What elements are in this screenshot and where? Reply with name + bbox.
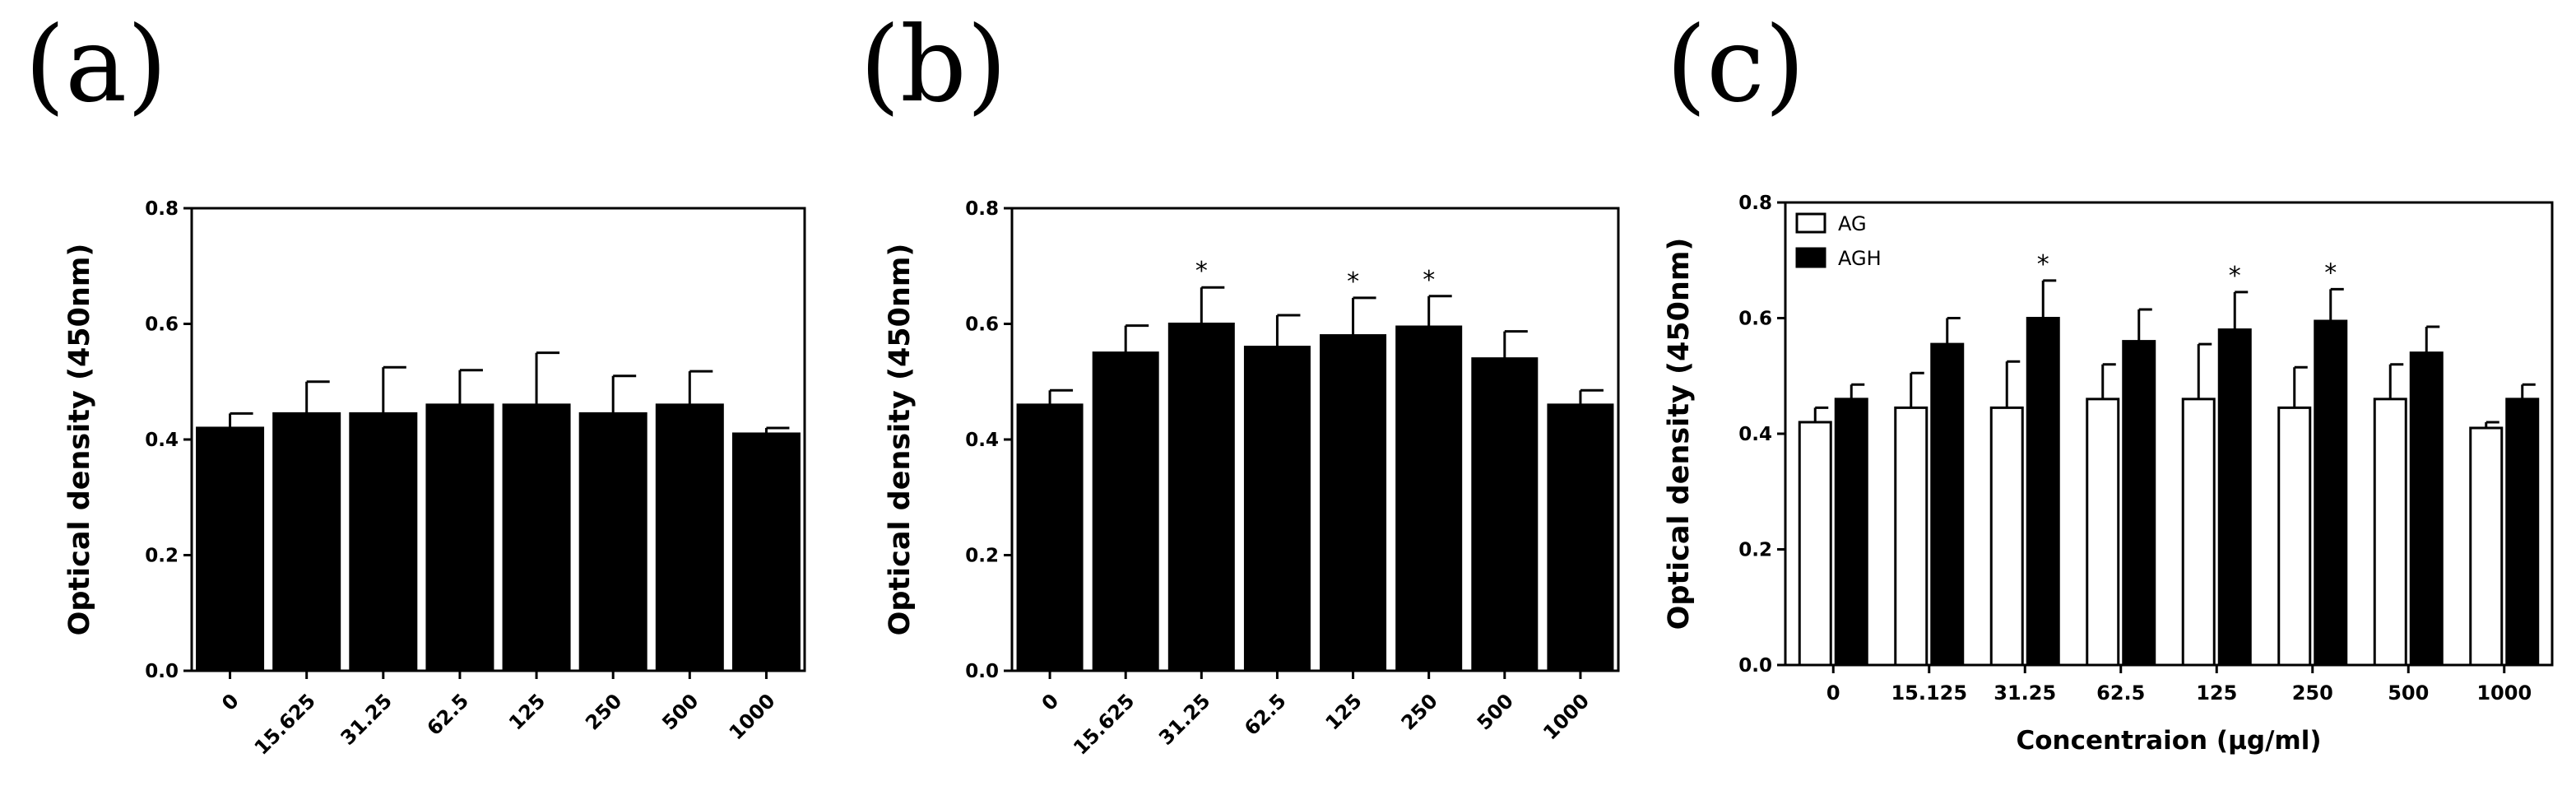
y-tick-label: 0.8 [965,198,999,220]
y-tick-label: 0.6 [965,314,999,336]
y-tick-label: 0.6 [145,314,179,336]
x-tick-label: 31.25 [1993,681,2056,705]
bar [731,432,801,672]
x-tick-label: 0 [1037,689,1064,715]
x-tick-label: 125 [504,689,550,734]
bar [1989,406,2024,667]
x-tick-label: 31.25 [1154,689,1214,749]
legend-swatch-ag [1795,212,1826,234]
bar [1395,325,1463,672]
significance-marker: * [2229,262,2241,291]
bar [502,403,571,672]
bar [2373,398,2407,667]
panel-label: (b) [860,4,1007,125]
x-tick-label: 0 [1826,681,1840,705]
bar [1547,403,1614,672]
y-tick-label: 0.6 [1738,309,1772,330]
y-tick-label: 0.0 [965,661,999,682]
bar [2505,398,2540,667]
y-tick-label: 0.2 [145,546,179,567]
bar [2122,340,2156,667]
x-axis-label: Concentraion (μg/ml) [2017,726,2322,756]
bar [1167,323,1235,672]
bar [1834,398,1868,667]
x-tick-label: 250 [581,689,626,734]
x-tick-label: 1000 [1539,689,1594,744]
bar [1471,357,1539,672]
bar [1320,334,1387,672]
x-tick-label: 125 [2196,681,2237,705]
x-tick-label: 1000 [2476,681,2532,705]
y-tick-label: 0.0 [1738,655,1772,677]
bar [2217,328,2252,667]
significance-marker: * [2037,250,2049,279]
y-axis-label: Optical density (450nm) [884,244,917,636]
bar [349,412,418,672]
x-tick-label: 500 [657,689,703,734]
x-tick-label: 31.25 [337,689,397,749]
x-tick-label: 125 [1321,689,1367,734]
significance-marker: * [1195,257,1208,286]
legend-label-agh: AGH [1838,247,1882,270]
x-tick-label: 15.125 [1891,681,1967,705]
significance-marker: * [2324,258,2337,287]
bar [1894,406,1929,667]
y-tick-label: 0.2 [965,546,999,567]
chart-panel-a: (a) 0.0 0.2 0.4 0.6 0.8 Optical density (450nm… [25,4,806,760]
panel-label: (a) [25,4,167,125]
bar [2409,351,2444,667]
x-tick-label: 250 [1397,689,1442,734]
bar [1016,403,1084,672]
x-tick-label: 250 [2292,681,2333,705]
y-axis-label: Optical density (450nm) [1663,238,1696,630]
x-tick-label: 0 [217,689,244,715]
x-tick-label: 500 [2388,681,2429,705]
bar [2026,317,2060,667]
bar [1798,421,1832,667]
y-tick-label: 0.2 [1738,540,1772,561]
bar [272,412,341,672]
bar [425,403,494,672]
x-tick-label: 62.5 [423,689,474,740]
bar [2314,319,2348,667]
bar [196,426,265,672]
bar [2181,398,2216,667]
bar [655,403,724,672]
bar [1092,351,1159,672]
legend-label-ag: AG [1838,212,1867,235]
y-tick-label: 0.4 [145,430,179,451]
bar [2277,406,2312,667]
y-tick-label: 0.4 [965,430,999,451]
y-tick-label: 0.0 [145,661,179,682]
x-tick-label: 62.5 [1240,689,1291,740]
bar [578,412,647,672]
x-tick-label: 15.625 [1069,689,1139,759]
x-tick-label: 15.625 [250,689,320,759]
x-tick-label: 1000 [725,689,780,744]
y-tick-label: 0.4 [1738,424,1772,445]
y-tick-label: 0.8 [145,198,179,220]
chart-panel-c: (c) 0.0 0.2 0.4 0.6 0.8 Optical density (450nm… [1663,4,2554,756]
y-axis-label: Optical density (450nm) [63,244,96,636]
bar [2086,398,2120,667]
bar [1243,346,1311,672]
chart-panel-b: (b) 0.0 0.2 0.4 0.6 0.8 Optical density (450nm… [860,4,1620,760]
bar [1930,342,1965,667]
x-tick-label: 62.5 [2096,681,2145,705]
significance-marker: * [1347,267,1359,296]
panel-label: (c) [1666,4,1805,125]
legend-swatch-agh [1795,247,1826,268]
y-tick-label: 0.8 [1738,193,1772,214]
bar [2469,426,2504,667]
x-tick-label: 500 [1473,689,1518,734]
significance-marker: * [1423,266,1435,295]
